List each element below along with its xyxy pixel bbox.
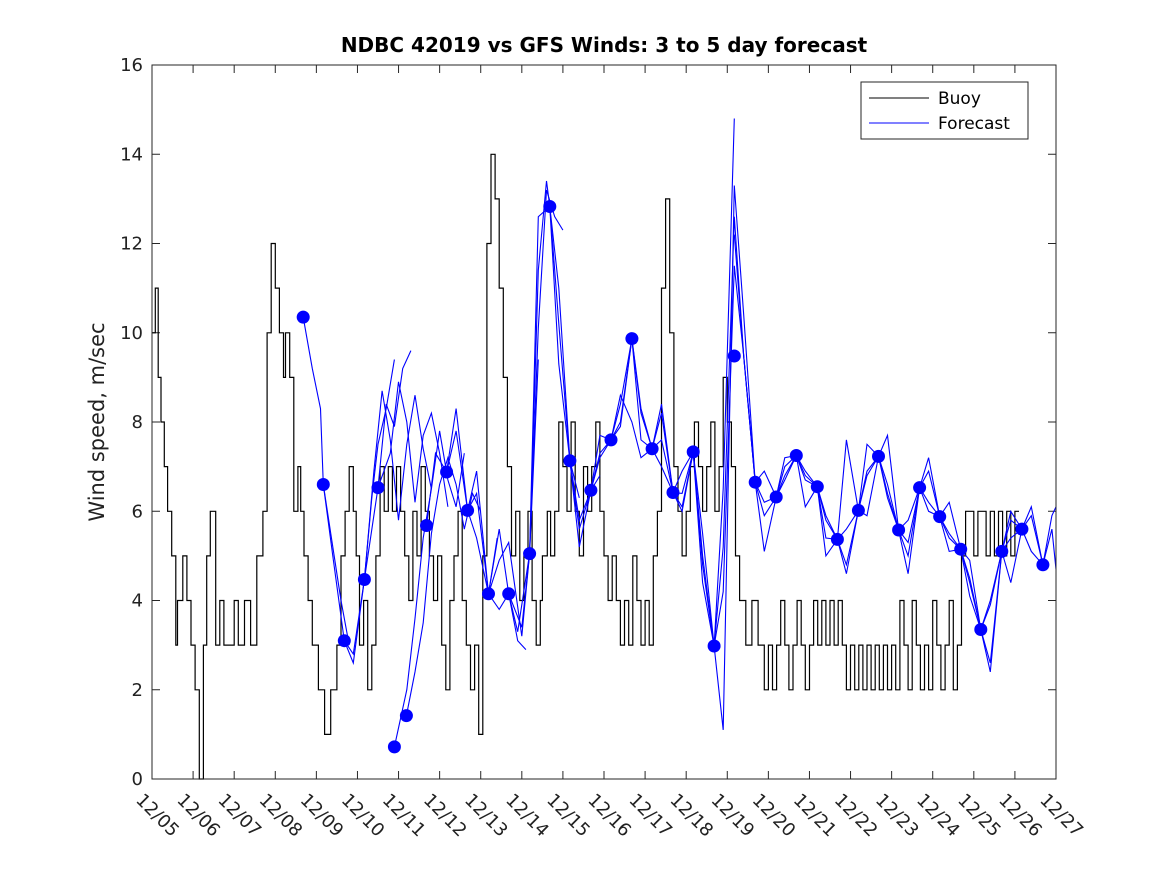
forecast-line <box>467 359 539 632</box>
legend-buoy-label: Buoy <box>938 89 981 109</box>
forecast-marker <box>892 523 906 537</box>
plot-area <box>152 65 1056 779</box>
forecast-line <box>529 180 601 554</box>
forecast-marker <box>563 454 577 468</box>
y-tick-label: 2 <box>132 680 143 701</box>
legend-forecast-label: Forecast <box>938 114 1010 134</box>
forecast-marker <box>810 480 824 494</box>
y-tick-label: 12 <box>120 234 143 255</box>
forecast-marker <box>666 486 680 499</box>
forecast-marker <box>707 639 721 653</box>
forecast-marker <box>357 573 371 586</box>
forecast-marker <box>584 483 598 497</box>
forecast-marker <box>913 481 927 495</box>
forecast-marker <box>727 349 741 363</box>
forecast-marker <box>851 503 865 517</box>
forecast-marker <box>995 544 1009 558</box>
forecast-marker <box>502 587 516 601</box>
forecast-marker <box>482 587 495 601</box>
forecast-marker <box>371 481 385 495</box>
y-tick-label: 14 <box>120 144 143 165</box>
forecast-marker <box>748 475 762 489</box>
forecast-marker <box>461 503 475 517</box>
forecast-line <box>377 381 449 507</box>
forecast-marker <box>933 510 947 524</box>
chart-title: NDBC 42019 vs GFS Winds: 3 to 5 day fore… <box>341 33 868 57</box>
forecast-marker <box>789 449 803 462</box>
forecast-marker <box>420 519 433 532</box>
forecast-marker <box>399 709 413 723</box>
forecast-marker <box>316 478 330 491</box>
forecast-line <box>1001 514 1057 570</box>
y-tick-label: 16 <box>120 55 143 76</box>
forecast-line <box>343 350 412 656</box>
forecast-marker <box>974 623 988 636</box>
forecast-marker <box>645 442 659 456</box>
forecast-line <box>692 216 777 647</box>
forecast-marker <box>523 547 537 561</box>
legend: Buoy Forecast <box>860 81 1029 140</box>
forecast-marker <box>387 740 401 754</box>
forecast-marker <box>830 532 844 546</box>
forecast-line <box>363 390 432 580</box>
forecast-marker <box>686 445 700 459</box>
forecast-marker <box>440 465 454 479</box>
buoy-line <box>152 153 1019 780</box>
legend-box <box>860 81 1029 140</box>
forecast-marker <box>337 634 351 648</box>
y-tick-label: 6 <box>132 501 143 522</box>
forecast-marker <box>604 433 618 447</box>
forecast-marker <box>1015 522 1029 536</box>
forecast-marker <box>872 449 885 463</box>
y-tick-label: 10 <box>120 323 143 344</box>
forecast-markers <box>296 200 1050 754</box>
forecast-marker <box>296 310 310 324</box>
forecast-marker <box>625 332 639 346</box>
plot-frame <box>151 64 1057 780</box>
y-axis-label: Wind speed, m/sec <box>85 322 109 521</box>
y-tick-label: 0 <box>132 769 143 790</box>
forecast-marker <box>543 200 557 213</box>
forecast-marker <box>769 490 783 504</box>
forecast-marker <box>1036 558 1050 572</box>
forecast-marker <box>954 542 968 556</box>
y-tick-label: 8 <box>132 412 143 433</box>
y-tick-label: 4 <box>132 591 143 612</box>
buoy-series <box>152 153 1019 780</box>
